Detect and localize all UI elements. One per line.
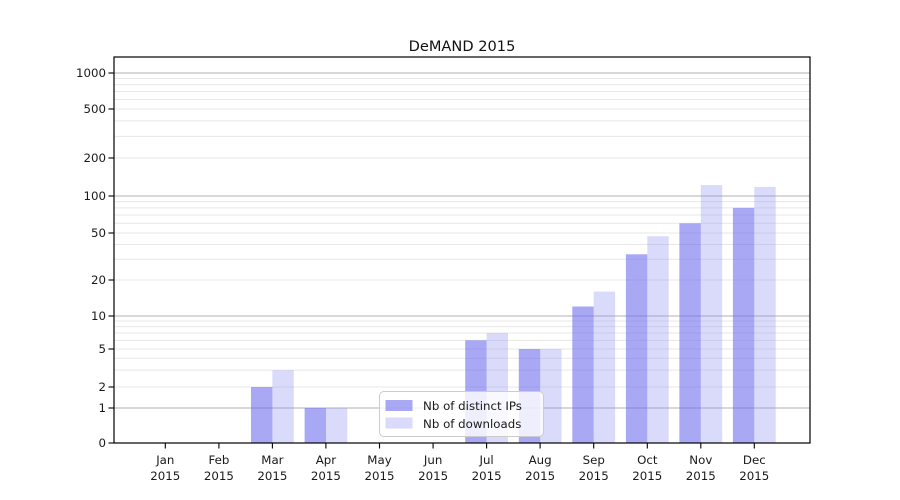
bar-downloads-nov xyxy=(700,185,723,443)
x-tick-label-year: 2015 xyxy=(311,469,341,483)
x-tick-label-month: Feb xyxy=(208,453,229,467)
bar-distinct-ips-sep xyxy=(572,306,594,443)
x-tick-label-month: Jan xyxy=(155,453,174,467)
bar-downloads-aug xyxy=(540,349,562,443)
bar-distinct-ips-nov xyxy=(679,223,701,443)
x-tick-label-month: Mar xyxy=(261,453,283,467)
x-tick-label-year: 2015 xyxy=(632,469,662,483)
y-tick-label: 1000 xyxy=(76,66,106,80)
legend-box xyxy=(379,391,544,437)
x-tick-label-month: Sep xyxy=(583,453,605,467)
x-tick-label-year: 2015 xyxy=(472,469,502,483)
bar-downloads-dec xyxy=(754,186,776,443)
y-tick-label: 0 xyxy=(98,436,106,450)
legend-label-downloads: Nb of downloads xyxy=(423,417,521,431)
legend-swatch-downloads xyxy=(385,417,413,429)
y-tick-label: 10 xyxy=(91,309,106,323)
legend-swatch-distinct-ips xyxy=(385,400,413,411)
bars-distinct-ips xyxy=(251,207,755,443)
x-tick-label-month: Aug xyxy=(529,453,552,467)
x-tick-label-year: 2015 xyxy=(364,469,394,483)
bar-downloads-apr xyxy=(325,408,348,443)
bar-downloads-oct xyxy=(647,236,669,443)
y-tick-label: 20 xyxy=(91,273,106,287)
x-tick-label-month: Jul xyxy=(478,453,493,467)
x-tick-label-month: Apr xyxy=(316,453,337,467)
x-tick-label-year: 2015 xyxy=(525,469,555,483)
x-tick-label-year: 2015 xyxy=(257,469,287,483)
legend-label-distinct-ips: Nb of distinct IPs xyxy=(423,399,522,413)
y-axis: 0 1 2 5 10 20 50 100 200 500 1000 xyxy=(76,66,114,450)
y-tick-label: 100 xyxy=(83,189,106,203)
x-tick-label-year: 2015 xyxy=(739,469,769,483)
x-tick-label-year: 2015 xyxy=(204,469,234,483)
bar-distinct-ips-apr xyxy=(304,408,326,443)
x-tick-label-month: Jun xyxy=(423,453,442,467)
bar-downloads-sep xyxy=(593,291,616,443)
y-tick-label: 200 xyxy=(83,151,106,165)
y-tick-label: 2 xyxy=(98,380,106,394)
x-tick-label-year: 2015 xyxy=(418,469,448,483)
y-tick-label: 5 xyxy=(98,342,106,356)
x-axis: Jan 2015 Feb 2015 Mar 2015 Apr 2015 May 2015 Jun 20… xyxy=(150,443,769,483)
bar-downloads-mar xyxy=(272,370,294,443)
x-tick-label-month: Oct xyxy=(637,453,658,467)
chart-title: DeMAND 2015 xyxy=(409,38,516,55)
y-tick-label: 500 xyxy=(83,102,106,116)
bar-distinct-ips-dec xyxy=(732,207,755,443)
x-tick-label-month: May xyxy=(367,453,391,467)
bar-distinct-ips-oct xyxy=(625,254,648,443)
y-tick-label: 1 xyxy=(98,401,106,415)
x-tick-label-month: Nov xyxy=(689,453,712,467)
minor-gridlines xyxy=(114,77,810,388)
x-tick-label-year: 2015 xyxy=(686,469,716,483)
bar-distinct-ips-mar xyxy=(251,387,273,443)
x-tick-label-year: 2015 xyxy=(579,469,609,483)
x-tick-label-year: 2015 xyxy=(150,469,180,483)
y-tick-label: 50 xyxy=(91,226,106,240)
legend: Nb of distinct IPs Nb of downloads xyxy=(379,391,544,437)
x-tick-label-month: Dec xyxy=(743,453,766,467)
plot-border xyxy=(113,56,811,444)
